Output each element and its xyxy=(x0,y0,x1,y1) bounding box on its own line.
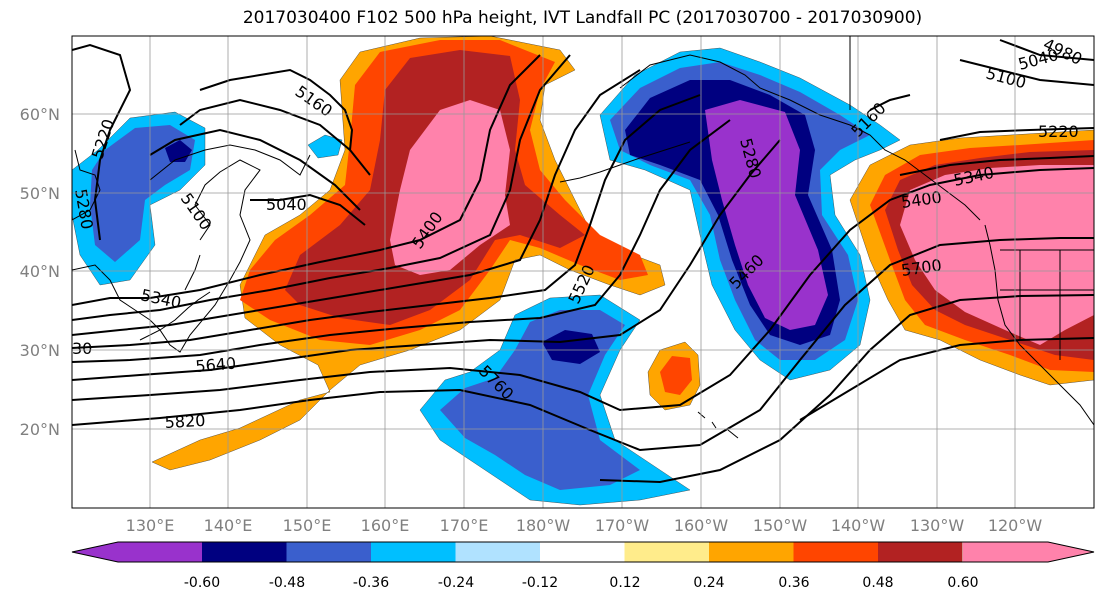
lat-tick: 20°N xyxy=(20,420,60,439)
contour-label: 5640 xyxy=(195,354,237,376)
colorbar-segment xyxy=(72,542,202,562)
colorbar-tick: 0.24 xyxy=(693,575,724,591)
colorbar-tick: -0.60 xyxy=(184,575,220,591)
ivt-neg-east-purple xyxy=(705,100,828,330)
lon-tick: 160°W xyxy=(674,516,729,535)
colorbar-outline xyxy=(71,541,1095,563)
map-content: 5160 5220 5100 5040 5280 5340 5400 5460 … xyxy=(72,36,1094,508)
lon-tick: 180°W xyxy=(516,516,571,535)
lon-tick: 140°E xyxy=(204,516,253,535)
ivt-patch-central-inner xyxy=(660,356,692,395)
map-frame xyxy=(71,35,1095,509)
lon-tick: 130°W xyxy=(910,516,965,535)
contour-label: 5820 xyxy=(164,411,206,432)
colorbar xyxy=(71,541,1095,563)
lon-tick: 150°E xyxy=(283,516,332,535)
ivt-neg-north-blue xyxy=(90,125,195,262)
colorbar-segment xyxy=(286,542,371,562)
colorbar-segment xyxy=(624,542,709,562)
lat-tick: 30°N xyxy=(20,341,60,360)
contour-label: 30 xyxy=(72,339,92,358)
map-title: 2017030400 F102 500 hPa height, IVT Land… xyxy=(242,8,923,28)
contour-label: 5040 xyxy=(266,195,307,214)
colorbar-segment xyxy=(540,542,625,562)
colorbar-tick: 0.48 xyxy=(862,575,893,591)
colorbar-tick: 0.60 xyxy=(947,575,978,591)
colorbar-segment xyxy=(455,542,540,562)
lon-tick: 170°W xyxy=(595,516,650,535)
lon-tick: 150°W xyxy=(753,516,808,535)
colorbar-segment xyxy=(878,542,963,562)
colorbar-segment xyxy=(371,542,456,562)
colorbar-segment xyxy=(963,542,1094,562)
colorbar-tick: -0.12 xyxy=(522,575,558,591)
ivt-neg-north-small xyxy=(307,134,343,159)
lat-tick: 50°N xyxy=(20,184,60,203)
colorbar-tick: -0.48 xyxy=(269,575,305,591)
colorbar-segment xyxy=(793,542,878,562)
graticule xyxy=(72,36,1094,508)
lon-tick: 170°E xyxy=(440,516,489,535)
lon-tick: 130°E xyxy=(126,516,175,535)
lon-tick: 120°W xyxy=(988,516,1043,535)
lat-tick: 60°N xyxy=(20,105,60,124)
ivt-band-east-pink xyxy=(900,165,1094,345)
colorbar-segment xyxy=(709,542,794,562)
height-contours xyxy=(72,39,1094,484)
colorbar-segment xyxy=(202,542,287,562)
lon-tick: 140°W xyxy=(831,516,886,535)
coastlines xyxy=(72,36,1094,439)
lat-tick: 40°N xyxy=(20,262,60,281)
colorbar-tick: -0.24 xyxy=(438,575,474,591)
colorbar-tick: 0.12 xyxy=(609,575,640,591)
colorbar-tick: 0.36 xyxy=(778,575,809,591)
lon-axis: 130°E 140°E 150°E 160°E 170°E 180°W 170°… xyxy=(126,516,1043,535)
lon-tick: 160°E xyxy=(361,516,410,535)
colorbar-tick: -0.36 xyxy=(353,575,389,591)
contour-label: 5220 xyxy=(1038,122,1079,141)
lat-axis: 60°N 50°N 40°N 30°N 20°N xyxy=(20,105,60,439)
colorbar-labels: -0.60 -0.48 -0.36 -0.24 -0.12 0.12 0.24 … xyxy=(184,575,979,591)
ivt-band-west-pink xyxy=(390,100,510,275)
